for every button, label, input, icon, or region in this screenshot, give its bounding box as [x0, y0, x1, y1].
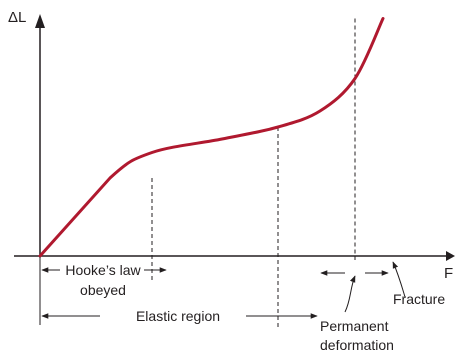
hooke-label-line2: obeyed: [80, 282, 126, 298]
fracture-pointer: [392, 261, 406, 298]
permanent-pointer: [344, 275, 356, 313]
y-axis-arrow: [35, 14, 45, 28]
force-extension-curve: [38, 17, 385, 258]
hooke-label-line1: Hooke’s law: [65, 262, 141, 278]
permanent-label-line2: deformation: [320, 337, 394, 353]
x-axis-label: F: [444, 265, 453, 282]
fracture-label: Fracture: [393, 291, 445, 307]
elastic-region-label: Elastic region: [136, 308, 220, 324]
y-axis-label: ΔL: [8, 9, 26, 26]
permanent-label-line1: Permanent: [320, 318, 389, 334]
x-axis-arrow: [446, 251, 455, 261]
